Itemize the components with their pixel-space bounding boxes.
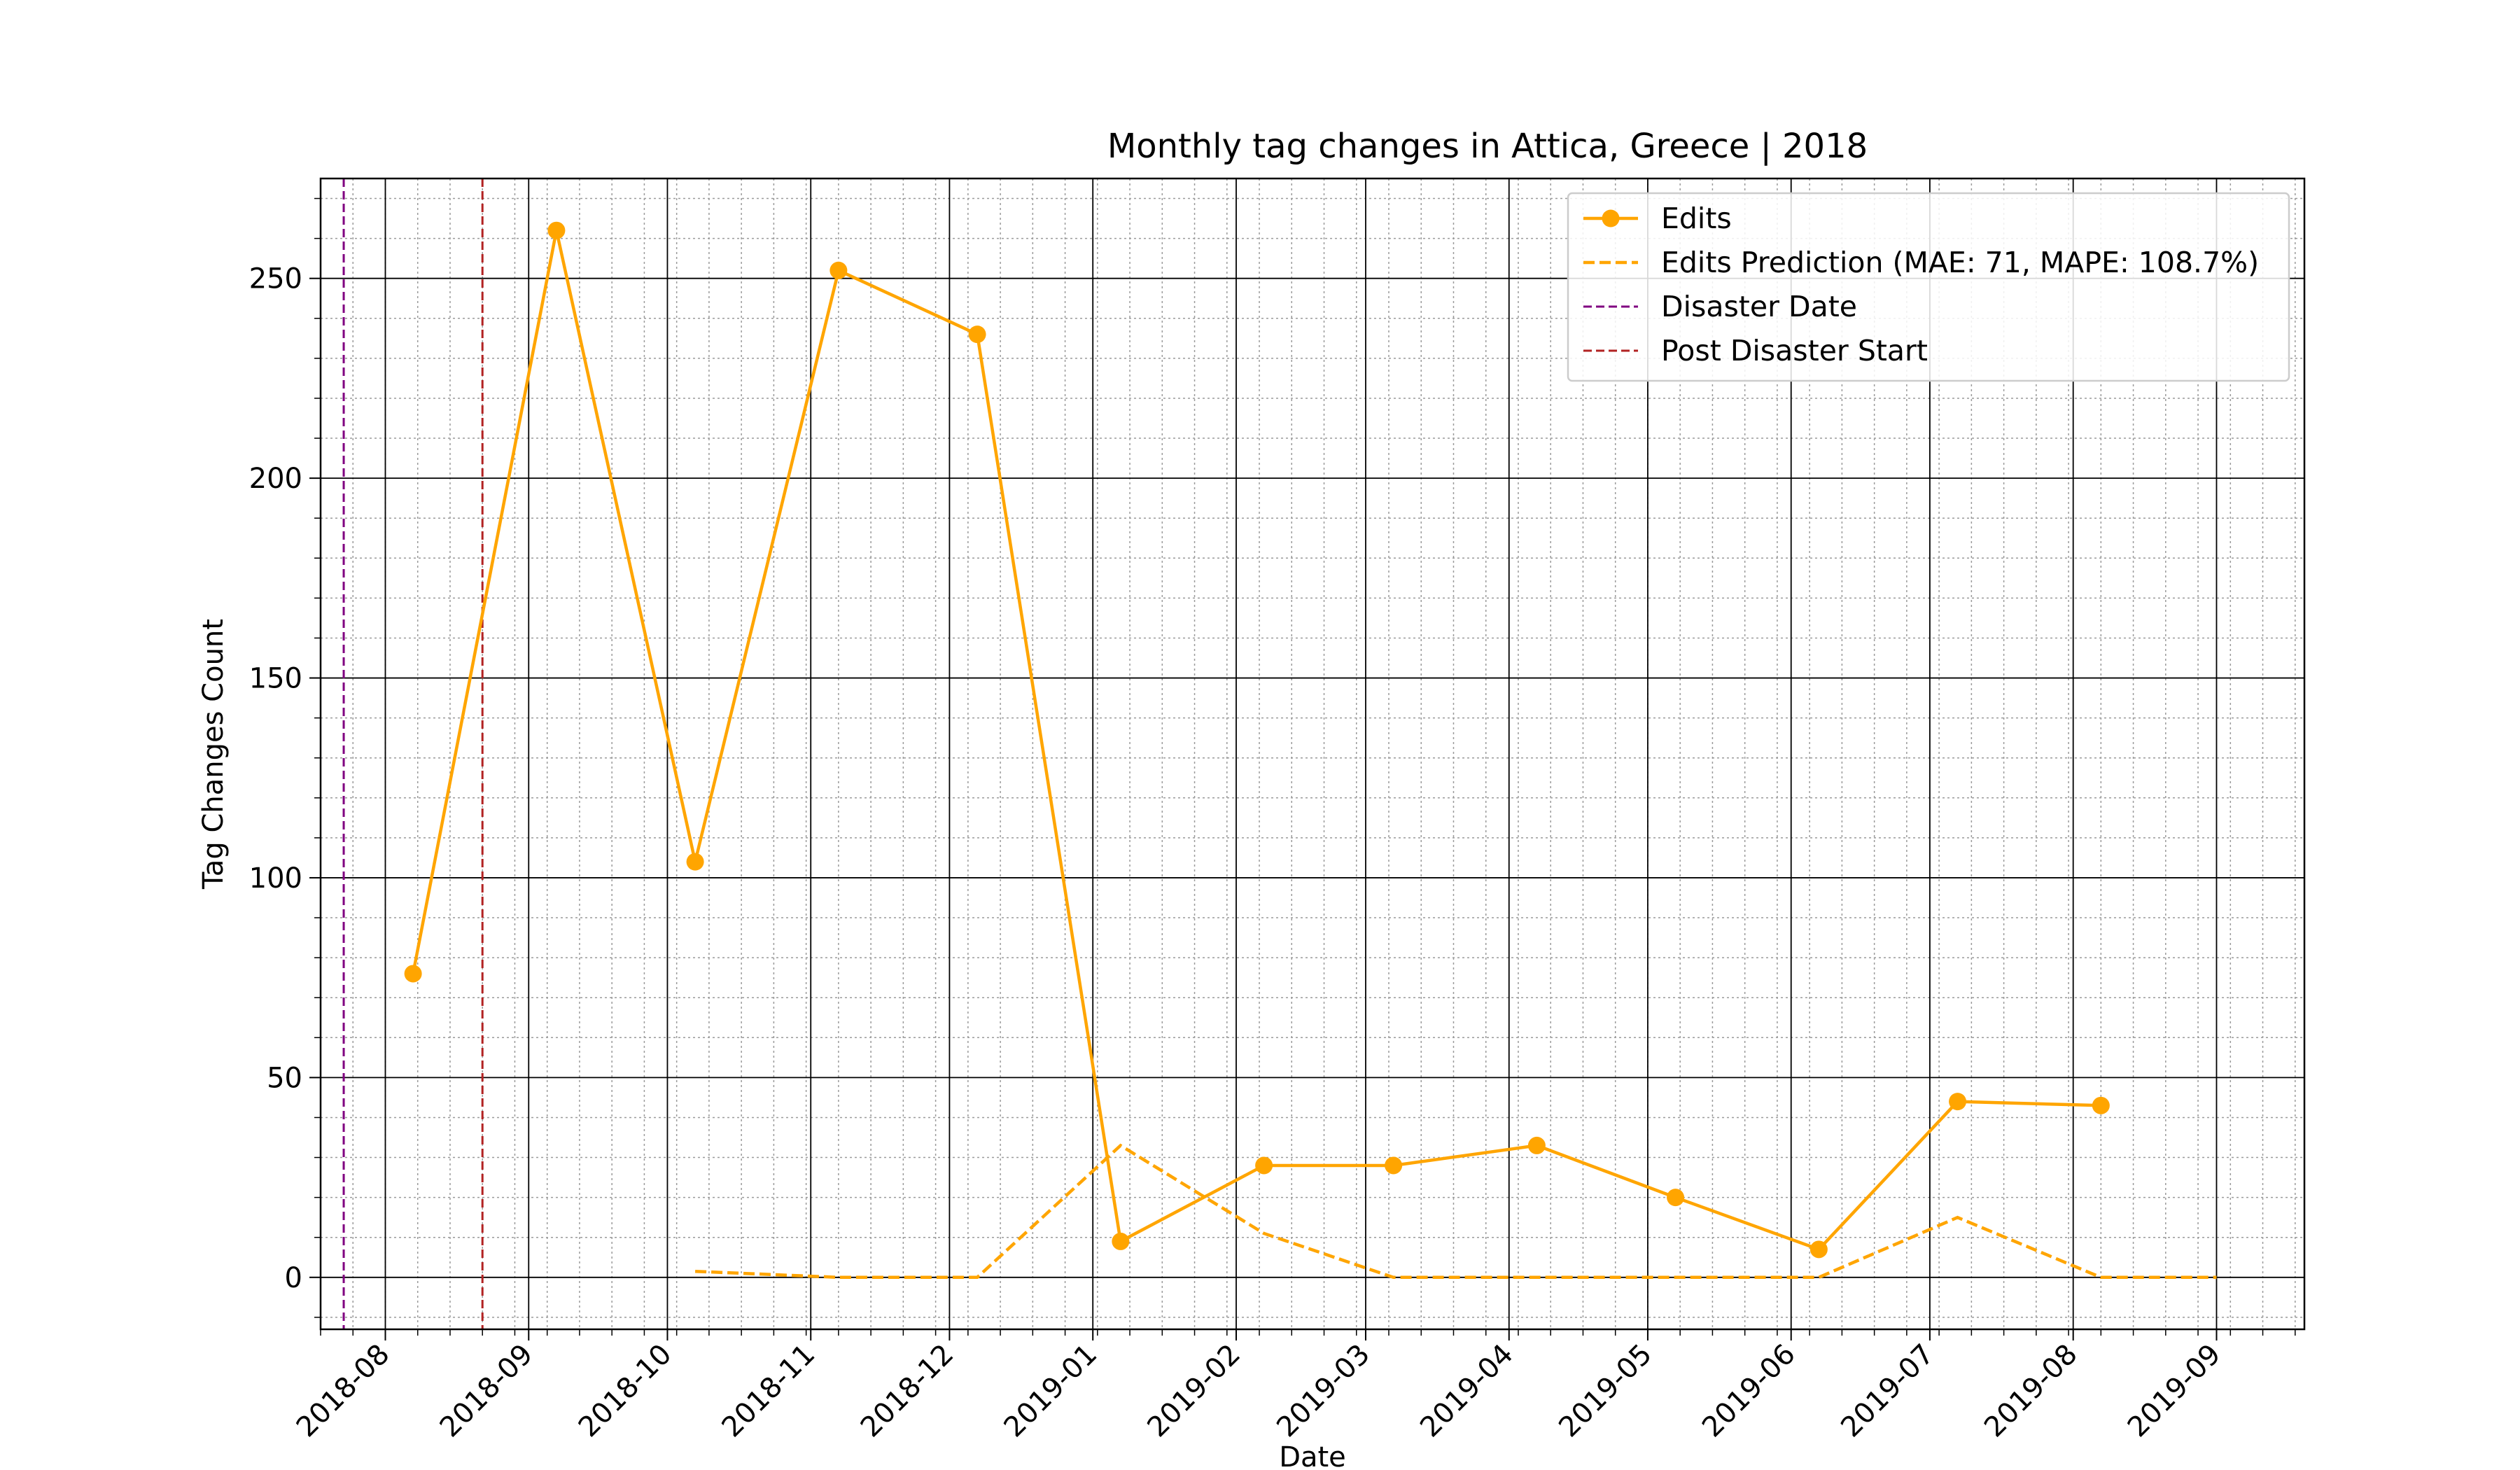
y-tick-label: 200 (249, 463, 302, 495)
prediction-line (695, 1143, 2217, 1280)
y-axis-label: Tag Changes Count (197, 619, 230, 890)
edits-point (547, 221, 566, 239)
axis-ticks (309, 197, 2296, 1340)
edits-point (404, 965, 422, 983)
edits-point (830, 261, 848, 279)
legend-marker-edits (1602, 209, 1620, 227)
edits-point (1809, 1240, 1828, 1259)
legend: Edits Edits Prediction (MAE: 71, MAPE: 10… (1567, 192, 2290, 382)
edits-point (1112, 1232, 1130, 1250)
y-tick-label: 250 (249, 263, 302, 295)
edits-point (686, 853, 704, 871)
edits-point (968, 326, 986, 344)
legend-label-disaster: Disaster Date (1661, 290, 1857, 323)
edits-point (1527, 1136, 1546, 1154)
y-tick-label: 150 (249, 663, 302, 695)
chart-title: Monthly tag changes in Attica, Greece | … (1107, 127, 1868, 166)
edits-point (1255, 1156, 1273, 1175)
major-grid (321, 178, 2304, 1329)
legend-label-edits: Edits (1661, 202, 1732, 235)
series-layer (404, 221, 2217, 1280)
y-tick-label: 0 (285, 1262, 302, 1294)
legend-label-prediction: Edits Prediction (MAE: 71, MAPE: 108.7%) (1661, 246, 2259, 279)
edits-point (1385, 1156, 1403, 1175)
legend-box (1567, 192, 2290, 382)
y-tick-label: 100 (249, 862, 302, 895)
plot-frame (319, 177, 2306, 1331)
legend-label-post-disaster: Post Disaster Start (1661, 334, 1928, 368)
edits-point (1949, 1093, 1967, 1111)
event-lines (342, 178, 484, 1329)
edits-point (2092, 1096, 2110, 1114)
edits-point (1667, 1189, 1685, 1207)
legend-items: Edits Edits Prediction (MAE: 71, MAPE: 10… (1583, 202, 2259, 368)
y-tick-label: 50 (267, 1062, 302, 1094)
x-axis-label: Date (1279, 1441, 1346, 1470)
